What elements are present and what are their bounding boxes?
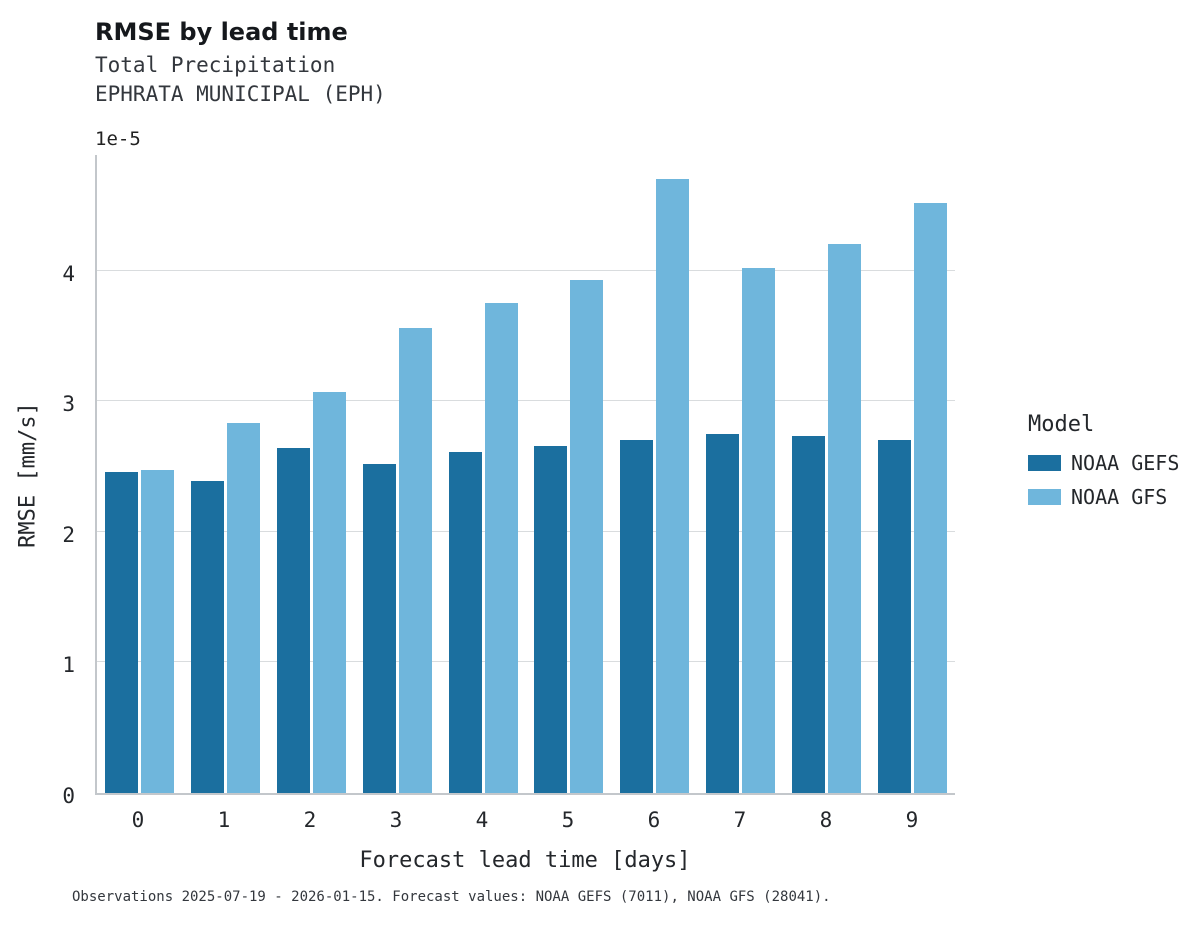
gridline [97,530,955,532]
gridline [97,661,955,663]
bar-group-day-6 [612,155,698,793]
bar-group-day-9 [869,155,955,793]
x-tick-label: 1 [217,808,231,832]
legend-label: NOAA GFS [1071,485,1168,509]
bar-noaa-gefs [534,445,568,793]
bar-group-day-8 [783,155,869,793]
chart-title: RMSE by lead time [95,18,348,46]
x-tick-label: 8 [819,808,833,832]
bar-noaa-gefs [191,480,225,793]
legend-items: NOAA GEFS NOAA GFS [1028,451,1179,509]
bar-noaa-gfs [484,303,518,793]
bar-group-day-3 [354,155,440,793]
x-tick-label: 6 [647,808,661,832]
legend-item: NOAA GFS [1028,485,1179,509]
x-axis-label: Forecast lead time [days] [359,848,691,873]
legend-title: Model [1028,412,1095,437]
legend-item: NOAA GEFS [1028,451,1179,475]
bar-group-day-1 [183,155,269,793]
bar-group-day-5 [526,155,612,793]
bar-noaa-gefs [791,436,825,793]
y-tick-label: 1 [62,653,75,678]
bar-noaa-gefs [620,440,654,793]
bar-noaa-gefs [705,433,739,793]
x-tick-label: 3 [389,808,403,832]
bar-noaa-gefs [105,471,139,793]
x-axis-tick-labels: 0 1 2 3 4 5 6 7 8 9 [95,808,955,832]
bar-noaa-gefs [877,440,911,793]
bar-noaa-gefs [448,452,482,793]
legend-swatch [1028,489,1061,505]
footnote: Observations 2025-07-19 - 2026-01-15. Fo… [72,889,831,905]
legend: Model NOAA GEFS NOAA GFS [1028,412,1179,519]
bar-noaa-gefs [362,463,396,793]
x-tick-label: 0 [131,808,145,832]
plot-area [95,155,955,795]
y-axis-label: RMSE [mm/s] [15,402,41,548]
bar-noaa-gfs [570,279,604,793]
y-axis-tick-labels: 0 1 2 3 4 [0,155,85,808]
x-tick-label: 7 [733,808,747,832]
bar-noaa-gfs [227,423,261,793]
x-tick-label: 9 [905,808,919,832]
y-tick-label: 4 [62,261,75,286]
bars-container [97,155,955,793]
bar-group-day-2 [269,155,355,793]
bar-noaa-gfs [827,244,861,793]
x-tick-label: 2 [303,808,317,832]
x-tick-label: 4 [475,808,489,832]
gridline [97,269,955,271]
legend-swatch [1028,455,1061,471]
bar-noaa-gfs [141,470,175,793]
bar-group-day-7 [698,155,784,793]
bar-noaa-gfs [312,392,346,793]
y-axis-offset-label: 1e-5 [95,128,141,150]
bar-group-day-4 [440,155,526,793]
bar-noaa-gfs [913,202,947,793]
x-tick-label: 5 [561,808,575,832]
chart-subtitle-station: EPHRATA MUNICIPAL (EPH) [95,82,386,106]
bar-noaa-gfs [741,267,775,793]
y-tick-label: 3 [62,392,75,417]
bar-noaa-gfs [656,179,690,793]
y-tick-label: 2 [62,522,75,547]
legend-label: NOAA GEFS [1071,451,1180,475]
y-tick-label: 0 [62,784,75,808]
chart-subtitle-variable: Total Precipitation [95,53,336,77]
bar-noaa-gefs [276,448,310,793]
bar-noaa-gfs [398,328,432,793]
gridline [97,400,955,402]
bar-group-day-0 [97,155,183,793]
